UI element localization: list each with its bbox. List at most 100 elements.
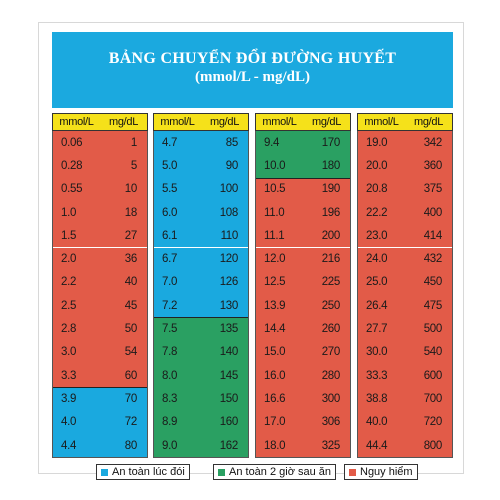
mg-value: 36 (124, 253, 138, 266)
table-row: 19.0 342 (358, 131, 452, 155)
table-row: 8.3 150 (154, 387, 248, 411)
table-row: 38.8 700 (358, 387, 452, 411)
table-row: 5.5 100 (154, 177, 248, 201)
mmol-value: 25.0 (366, 276, 388, 289)
mmol-value: 6.1 (162, 229, 178, 242)
table-row: 4.4 80 (53, 433, 147, 458)
column-body: 9.4 170 10.0 180 10.5 190 11.0 196 11.1 200 12.0 21… (255, 131, 351, 458)
table-row: 20.8 375 (358, 177, 452, 201)
title-line-2: (mmol/L - mg/dL) (195, 69, 310, 85)
table-row: 2.5 45 (53, 294, 147, 318)
mg-value: 80 (124, 439, 138, 452)
column-body: 4.7 85 5.0 90 5.5 100 6.0 108 6.1 110 6.7 120 7.0 126… (153, 131, 249, 458)
mg-value: 54 (124, 346, 138, 359)
mg-value: 342 (423, 136, 443, 149)
mg-value: 196 (321, 206, 341, 219)
mg-value: 150 (219, 392, 239, 405)
table-row: 24.0 432 (358, 247, 452, 271)
legend-danger: Nguy hiểm (344, 464, 418, 480)
header-mmol: mmol/L (59, 116, 94, 128)
mg-value: 200 (321, 229, 341, 242)
table-row: 8.9 160 (154, 410, 248, 434)
header-mg: mg/dL (108, 116, 139, 128)
mg-value: 400 (423, 206, 443, 219)
mmol-value: 3.3 (61, 369, 77, 382)
table-row: 25.0 450 (358, 270, 452, 295)
conversion-column-1: mmol/L mg/dL 0.06 1 0.28 5 0.55 10 1.0 18 1.5 27 2… (52, 113, 148, 458)
mmol-value: 11.0 (264, 206, 285, 219)
zone-separator (154, 317, 248, 319)
table-row: 33.3 600 (358, 364, 452, 388)
mg-value: 90 (225, 159, 239, 172)
mmol-value: 13.9 (264, 299, 286, 312)
mg-value: 225 (321, 276, 341, 289)
conversion-column-3: mmol/L mg/dL 9.4 170 10.0 180 10.5 190 11.0 196… (255, 113, 351, 458)
header-mg: mg/dL (413, 116, 444, 128)
legend-swatch-green (218, 468, 225, 476)
column-header: mmol/L mg/dL (153, 113, 249, 131)
table-row: 16.0 280 (256, 364, 350, 388)
mmol-value: 8.3 (162, 392, 178, 405)
mg-value: 600 (423, 369, 443, 382)
mg-value: 72 (124, 416, 138, 429)
header-mmol: mmol/L (262, 116, 297, 128)
mg-value: 100 (219, 183, 239, 196)
table-row: 8.0 145 (154, 364, 248, 388)
mmol-value: 17.0 (264, 416, 286, 429)
mg-value: 45 (124, 299, 138, 312)
table-row: 11.1 200 (256, 224, 350, 248)
title-line-1: BẢNG CHUYỂN ĐỔI ĐƯỜNG HUYẾT (108, 50, 397, 67)
table-row: 5.0 90 (154, 154, 248, 178)
mg-value: 540 (423, 346, 443, 359)
conversion-column-2: mmol/L mg/dL 4.7 85 5.0 90 5.5 100 6.0 108 6.1 11… (153, 113, 249, 458)
header-mg: mg/dL (209, 116, 240, 128)
table-row: 2.8 50 (53, 317, 147, 341)
mmol-value: 9.4 (264, 136, 280, 149)
table-row: 20.0 360 (358, 154, 452, 178)
mmol-value: 30.0 (366, 346, 388, 359)
table-row: 14.4 260 (256, 317, 350, 341)
mmol-value: 4.7 (162, 136, 178, 149)
mg-value: 40 (124, 276, 138, 289)
mmol-value: 11.1 (264, 229, 285, 242)
mg-value: 414 (423, 229, 443, 242)
table-row: 17.0 306 (256, 410, 350, 434)
mmol-value: 20.0 (366, 159, 388, 172)
mmol-value: 10.0 (264, 159, 286, 172)
mmol-value: 24.0 (366, 253, 388, 266)
mg-value: 110 (220, 229, 239, 242)
table-row: 3.9 70 (53, 387, 147, 411)
mmol-value: 8.9 (162, 416, 178, 429)
table-row: 2.2 40 (53, 270, 147, 295)
table-row: 1.5 27 (53, 224, 147, 248)
mmol-value: 6.0 (162, 206, 178, 219)
mmol-value: 3.9 (61, 392, 77, 405)
mg-value: 216 (321, 253, 341, 266)
mmol-value: 7.2 (162, 299, 178, 312)
mmol-value: 2.0 (61, 253, 77, 266)
mmol-value: 14.4 (264, 323, 286, 336)
table-row: 6.7 120 (154, 247, 248, 271)
table-row: 23.0 414 (358, 224, 452, 248)
table-row: 10.5 190 (256, 177, 350, 201)
mmol-value: 44.4 (366, 439, 388, 452)
table-row: 44.4 800 (358, 433, 452, 458)
table-row: 12.5 225 (256, 270, 350, 295)
table-row: 16.6 300 (256, 387, 350, 411)
mmol-value: 5.5 (162, 183, 178, 196)
table-row: 7.5 135 (154, 317, 248, 341)
legend-label-danger: Nguy hiểm (360, 466, 413, 478)
mmol-value: 2.5 (61, 299, 77, 312)
mg-value: 60 (124, 369, 138, 382)
column-header: mmol/L mg/dL (357, 113, 453, 131)
zone-separator (53, 387, 147, 389)
table-row: 11.0 196 (256, 200, 350, 225)
mg-value: 260 (321, 323, 341, 336)
table-row: 6.1 110 (154, 224, 248, 248)
mmol-value: 12.5 (264, 276, 286, 289)
mmol-value: 22.2 (366, 206, 388, 219)
table-row: 27.7 500 (358, 317, 452, 341)
table-row: 0.06 1 (53, 131, 147, 155)
mg-value: 120 (219, 253, 239, 266)
mmol-value: 4.0 (61, 416, 77, 429)
